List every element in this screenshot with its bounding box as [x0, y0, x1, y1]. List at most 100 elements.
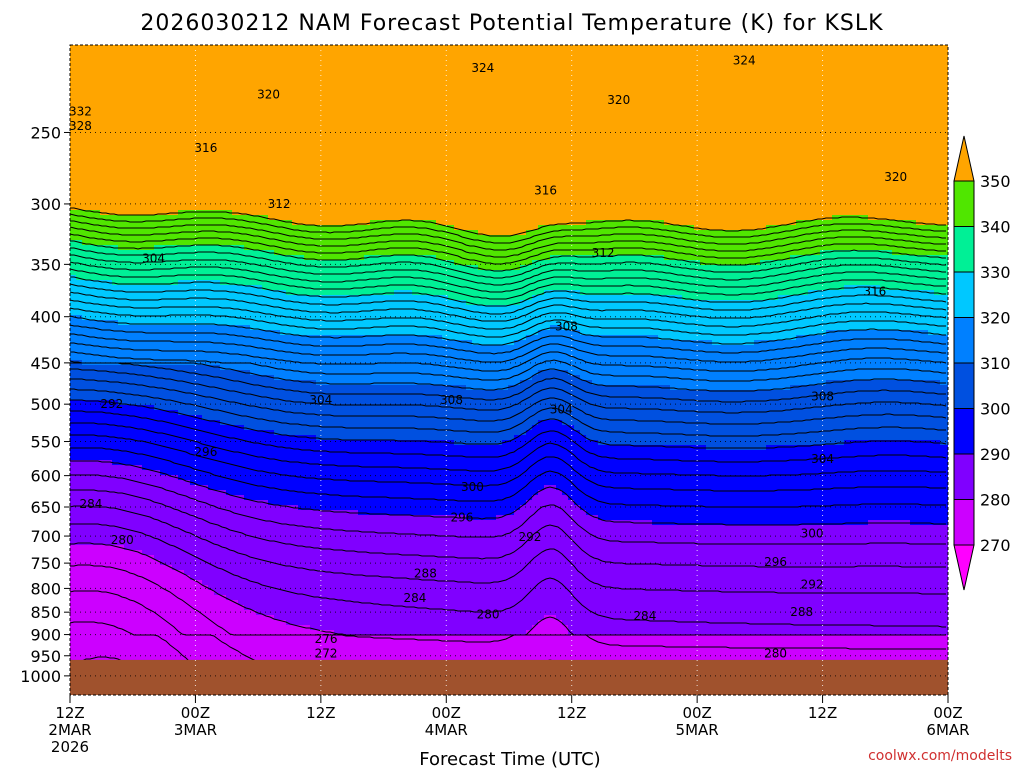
field-cell	[940, 145, 947, 151]
field-cell	[784, 95, 791, 101]
field-cell	[700, 195, 707, 201]
field-cell	[682, 125, 689, 131]
field-cell	[568, 110, 575, 116]
field-cell	[502, 145, 509, 151]
field-cell	[100, 55, 107, 61]
field-cell	[502, 210, 509, 216]
field-cell	[346, 65, 353, 71]
field-cell	[688, 60, 695, 66]
field-cell	[238, 55, 245, 61]
field-cell	[178, 130, 185, 136]
field-cell	[556, 175, 563, 181]
field-cell	[232, 85, 239, 91]
field-cell	[268, 185, 275, 191]
field-cell	[808, 165, 815, 171]
field-cell	[112, 45, 119, 51]
field-cell	[262, 45, 269, 51]
field-cell	[682, 80, 689, 86]
field-cell	[454, 130, 461, 136]
field-cell	[850, 135, 857, 141]
field-cell	[142, 165, 149, 171]
field-cell	[862, 145, 869, 151]
field-cell	[766, 160, 773, 166]
field-cell	[550, 125, 557, 131]
field-cell	[622, 170, 629, 176]
field-cell	[898, 180, 905, 186]
field-cell	[544, 200, 551, 206]
field-cell	[820, 160, 827, 166]
field-cell	[178, 165, 185, 171]
field-cell	[586, 105, 593, 111]
field-cell	[796, 105, 803, 111]
field-cell	[574, 95, 581, 101]
field-cell	[766, 60, 773, 66]
field-cell	[532, 95, 539, 101]
field-cell	[70, 115, 77, 121]
field-cell	[484, 60, 491, 66]
field-cell	[694, 100, 701, 106]
field-cell	[766, 120, 773, 126]
field-cell	[514, 75, 521, 81]
field-cell	[346, 120, 353, 126]
field-cell	[112, 190, 119, 196]
field-cell	[406, 95, 413, 101]
field-cell	[580, 160, 587, 166]
field-cell	[682, 145, 689, 151]
field-cell	[592, 140, 599, 146]
field-cell	[214, 100, 221, 106]
field-cell	[676, 150, 683, 156]
field-cell	[556, 160, 563, 166]
field-cell	[652, 115, 659, 121]
field-cell	[292, 105, 299, 111]
field-cell	[268, 165, 275, 171]
field-cell	[286, 165, 293, 171]
field-cell	[718, 205, 725, 211]
field-cell	[634, 175, 641, 181]
field-cell	[760, 180, 767, 186]
field-cell	[76, 95, 83, 101]
field-cell	[460, 210, 467, 216]
field-cell	[946, 170, 948, 176]
field-cell	[874, 205, 881, 211]
field-cell	[364, 115, 371, 121]
field-cell	[388, 210, 395, 216]
field-cell	[640, 200, 647, 206]
field-cell	[370, 200, 377, 206]
field-cell	[508, 180, 515, 186]
field-cell	[844, 135, 851, 141]
field-cell	[808, 195, 815, 201]
field-cell	[712, 45, 719, 51]
field-cell	[718, 180, 725, 186]
field-cell	[142, 110, 149, 116]
field-cell	[604, 150, 611, 156]
field-cell	[196, 100, 203, 106]
field-cell	[244, 120, 251, 126]
field-cell	[280, 145, 287, 151]
field-cell	[862, 80, 869, 86]
field-cell	[484, 180, 491, 186]
field-cell	[154, 190, 161, 196]
field-cell	[454, 155, 461, 161]
field-cell	[196, 170, 203, 176]
field-cell	[874, 180, 881, 186]
field-cell	[892, 175, 899, 181]
field-cell	[340, 165, 347, 171]
field-cell	[184, 90, 191, 96]
field-cell	[562, 140, 569, 146]
field-cell	[214, 160, 221, 166]
field-cell	[790, 190, 797, 196]
field-cell	[550, 170, 557, 176]
field-cell	[232, 90, 239, 96]
field-cell	[790, 75, 797, 81]
field-cell	[418, 130, 425, 136]
field-cell	[412, 180, 419, 186]
field-cell	[232, 50, 239, 56]
field-cell	[724, 105, 731, 111]
field-cell	[568, 190, 575, 196]
field-cell	[160, 65, 167, 71]
field-cell	[760, 165, 767, 171]
field-cell	[850, 65, 857, 71]
field-cell	[382, 195, 389, 201]
field-cell	[274, 165, 281, 171]
field-cell	[502, 170, 509, 176]
